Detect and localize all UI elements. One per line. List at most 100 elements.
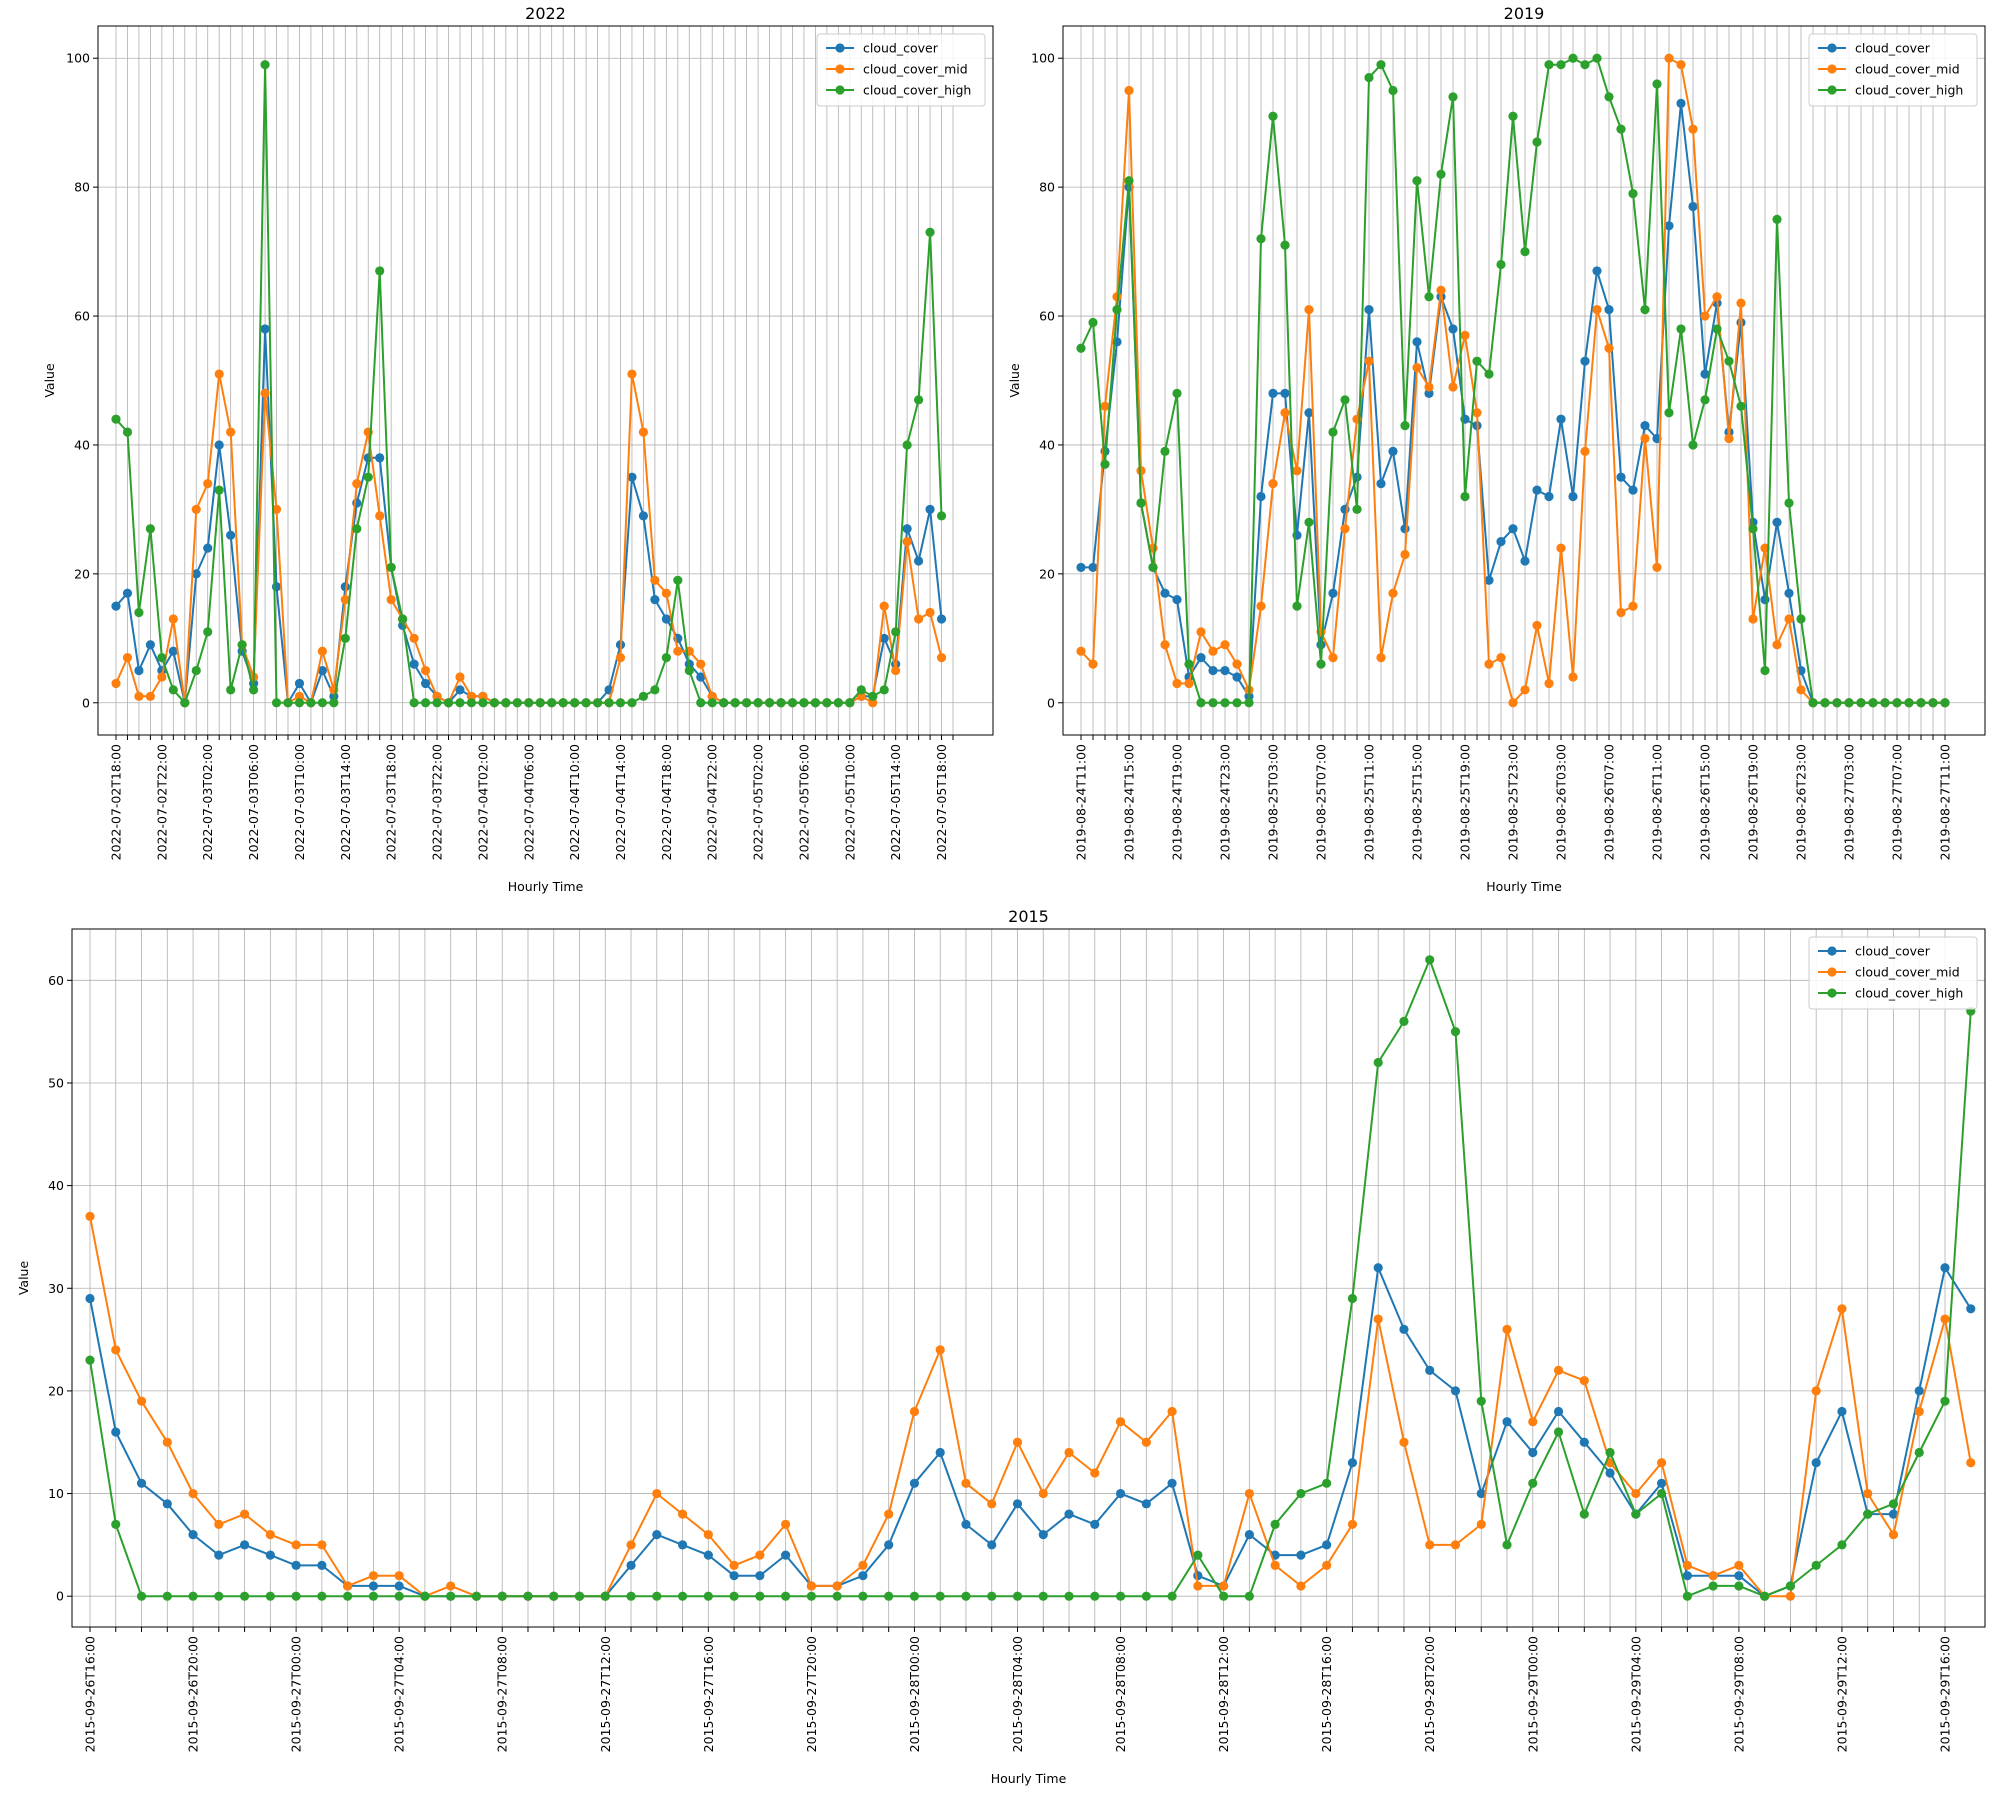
data-point-cloud_cover <box>1400 524 1410 534</box>
data-point-cloud_cover_high <box>1700 395 1710 405</box>
data-point-cloud_cover_high <box>157 653 167 663</box>
x-tick-label: 2019-08-27T07:00 <box>1890 744 1905 860</box>
data-point-cloud_cover_high <box>1832 698 1842 708</box>
data-point-cloud_cover_high <box>226 685 236 695</box>
data-point-cloud_cover <box>1811 1458 1821 1468</box>
data-point-cloud_cover_high <box>398 614 408 624</box>
data-point-cloud_cover <box>145 640 155 650</box>
data-point-cloud_cover <box>987 1540 997 1550</box>
data-point-cloud_cover_high <box>260 60 270 70</box>
data-point-cloud_cover_mid <box>1736 298 1746 308</box>
legend-label-cloud_cover_mid: cloud_cover_mid <box>1855 965 1960 980</box>
chart-title: 2015 <box>1008 907 1049 926</box>
data-point-cloud_cover_mid <box>1328 653 1338 663</box>
data-point-cloud_cover_mid <box>317 646 327 656</box>
data-point-cloud_cover_high <box>317 1591 327 1601</box>
plot-frame <box>97 25 994 736</box>
data-point-cloud_cover_high <box>891 627 901 637</box>
data-point-cloud_cover_high <box>1708 1581 1718 1591</box>
data-point-cloud_cover_mid <box>1966 1458 1976 1468</box>
x-tick-label: 2019-08-25T07:00 <box>1314 744 1329 860</box>
data-point-cloud_cover <box>1376 479 1386 489</box>
data-point-cloud_cover_high <box>1682 1591 1692 1601</box>
data-point-cloud_cover_high <box>856 685 866 695</box>
data-point-cloud_cover_high <box>1880 698 1890 708</box>
data-point-cloud_cover_mid <box>909 1406 920 1417</box>
data-point-cloud_cover <box>1090 1519 1100 1529</box>
x-tick-label: 2015-09-28T12:00 <box>1216 1636 1231 1752</box>
data-point-cloud_cover_mid <box>1914 1406 1924 1417</box>
data-point-cloud_cover_mid <box>317 1540 327 1550</box>
data-point-cloud_cover_mid <box>455 672 465 682</box>
data-point-cloud_cover_high <box>592 698 603 708</box>
data-point-cloud_cover_mid <box>1640 433 1650 444</box>
data-point-cloud_cover <box>1064 1509 1074 1519</box>
legend: cloud_cover cloud_cover_mid cloud_cover_hi… <box>1808 33 1978 107</box>
data-point-cloud_cover <box>1640 421 1650 431</box>
data-point-cloud_cover <box>781 1550 791 1560</box>
data-point-cloud_cover <box>961 1519 971 1529</box>
data-point-cloud_cover <box>1502 1417 1512 1427</box>
x-tick-label: 2015-09-27T20:00 <box>804 1636 819 1752</box>
data-point-cloud_cover_high <box>1172 388 1182 398</box>
data-point-cloud_cover_high <box>1892 698 1902 708</box>
x-tick-label: 2022-07-04T02:00 <box>475 744 490 860</box>
x-tick-label: 2015-09-29T12:00 <box>1834 1636 1849 1752</box>
data-point-cloud_cover_mid <box>1568 672 1578 682</box>
data-point-cloud_cover <box>1605 1468 1615 1478</box>
data-point-cloud_cover_high <box>719 698 729 708</box>
data-point-cloud_cover_high <box>1736 401 1746 411</box>
data-point-cloud_cover_high <box>1544 60 1554 70</box>
data-point-cloud_cover_high <box>845 698 855 708</box>
data-point-cloud_cover_high <box>248 685 259 695</box>
legend: cloud_cover cloud_cover_mid cloud_cover_hi… <box>816 33 986 107</box>
x-tick-label: 2019-08-26T11:00 <box>1650 744 1665 860</box>
data-point-cloud_cover_high <box>799 698 809 708</box>
data-point-cloud_cover <box>375 453 385 463</box>
data-point-cloud_cover <box>1784 588 1794 598</box>
data-point-cloud_cover_high <box>188 1591 198 1601</box>
data-point-cloud_cover_mid <box>352 479 362 489</box>
data-point-cloud_cover_mid <box>1837 1304 1847 1314</box>
data-point-cloud_cover_mid <box>1553 1365 1564 1375</box>
x-tick-label: 2019-08-25T03:00 <box>1266 744 1281 860</box>
data-point-cloud_cover_mid <box>1579 1376 1589 1386</box>
data-point-cloud_cover_high <box>191 665 201 676</box>
data-point-cloud_cover_high <box>294 698 305 708</box>
data-point-cloud_cover_high <box>884 1591 894 1601</box>
data-point-cloud_cover_high <box>168 685 178 695</box>
data-point-cloud_cover_mid <box>1376 653 1386 663</box>
data-point-cloud_cover <box>1616 472 1626 482</box>
data-point-cloud_cover_high <box>512 698 522 708</box>
data-point-cloud_cover_high <box>501 698 511 708</box>
data-point-cloud_cover_high <box>1184 659 1194 669</box>
data-point-cloud_cover_high <box>730 698 740 708</box>
data-point-cloud_cover_high <box>1904 698 1914 708</box>
data-point-cloud_cover_high <box>466 698 477 708</box>
data-point-cloud_cover <box>191 569 201 579</box>
data-point-cloud_cover <box>935 1447 945 1458</box>
data-point-cloud_cover_mid <box>891 665 901 676</box>
data-point-cloud_cover_mid <box>111 1345 121 1355</box>
data-point-cloud_cover <box>1476 1488 1486 1499</box>
data-point-cloud_cover_high <box>1748 524 1758 534</box>
data-point-cloud_cover_high <box>1038 1591 1048 1601</box>
data-point-cloud_cover <box>1628 485 1638 495</box>
x-tick-label: 2015-09-29T00:00 <box>1525 1636 1540 1752</box>
legend-box <box>816 33 986 107</box>
data-point-cloud_cover_mid <box>85 1211 95 1222</box>
chart-title: 2019 <box>1504 4 1545 23</box>
data-point-cloud_cover <box>1682 1571 1692 1581</box>
data-point-cloud_cover_mid <box>375 511 385 521</box>
data-point-cloud_cover_high <box>291 1591 301 1601</box>
data-point-cloud_cover_high <box>1088 317 1098 328</box>
data-point-cloud_cover_high <box>1796 614 1806 624</box>
data-point-cloud_cover_mid <box>1888 1530 1899 1540</box>
data-point-cloud_cover_mid <box>1193 1581 1203 1591</box>
data-point-cloud_cover <box>1280 388 1290 398</box>
data-point-cloud_cover <box>368 1581 379 1591</box>
data-point-cloud_cover <box>1700 369 1710 379</box>
data-point-cloud_cover_mid <box>884 1509 894 1519</box>
data-point-cloud_cover_high <box>471 1591 482 1601</box>
data-point-cloud_cover_mid <box>1664 53 1674 63</box>
